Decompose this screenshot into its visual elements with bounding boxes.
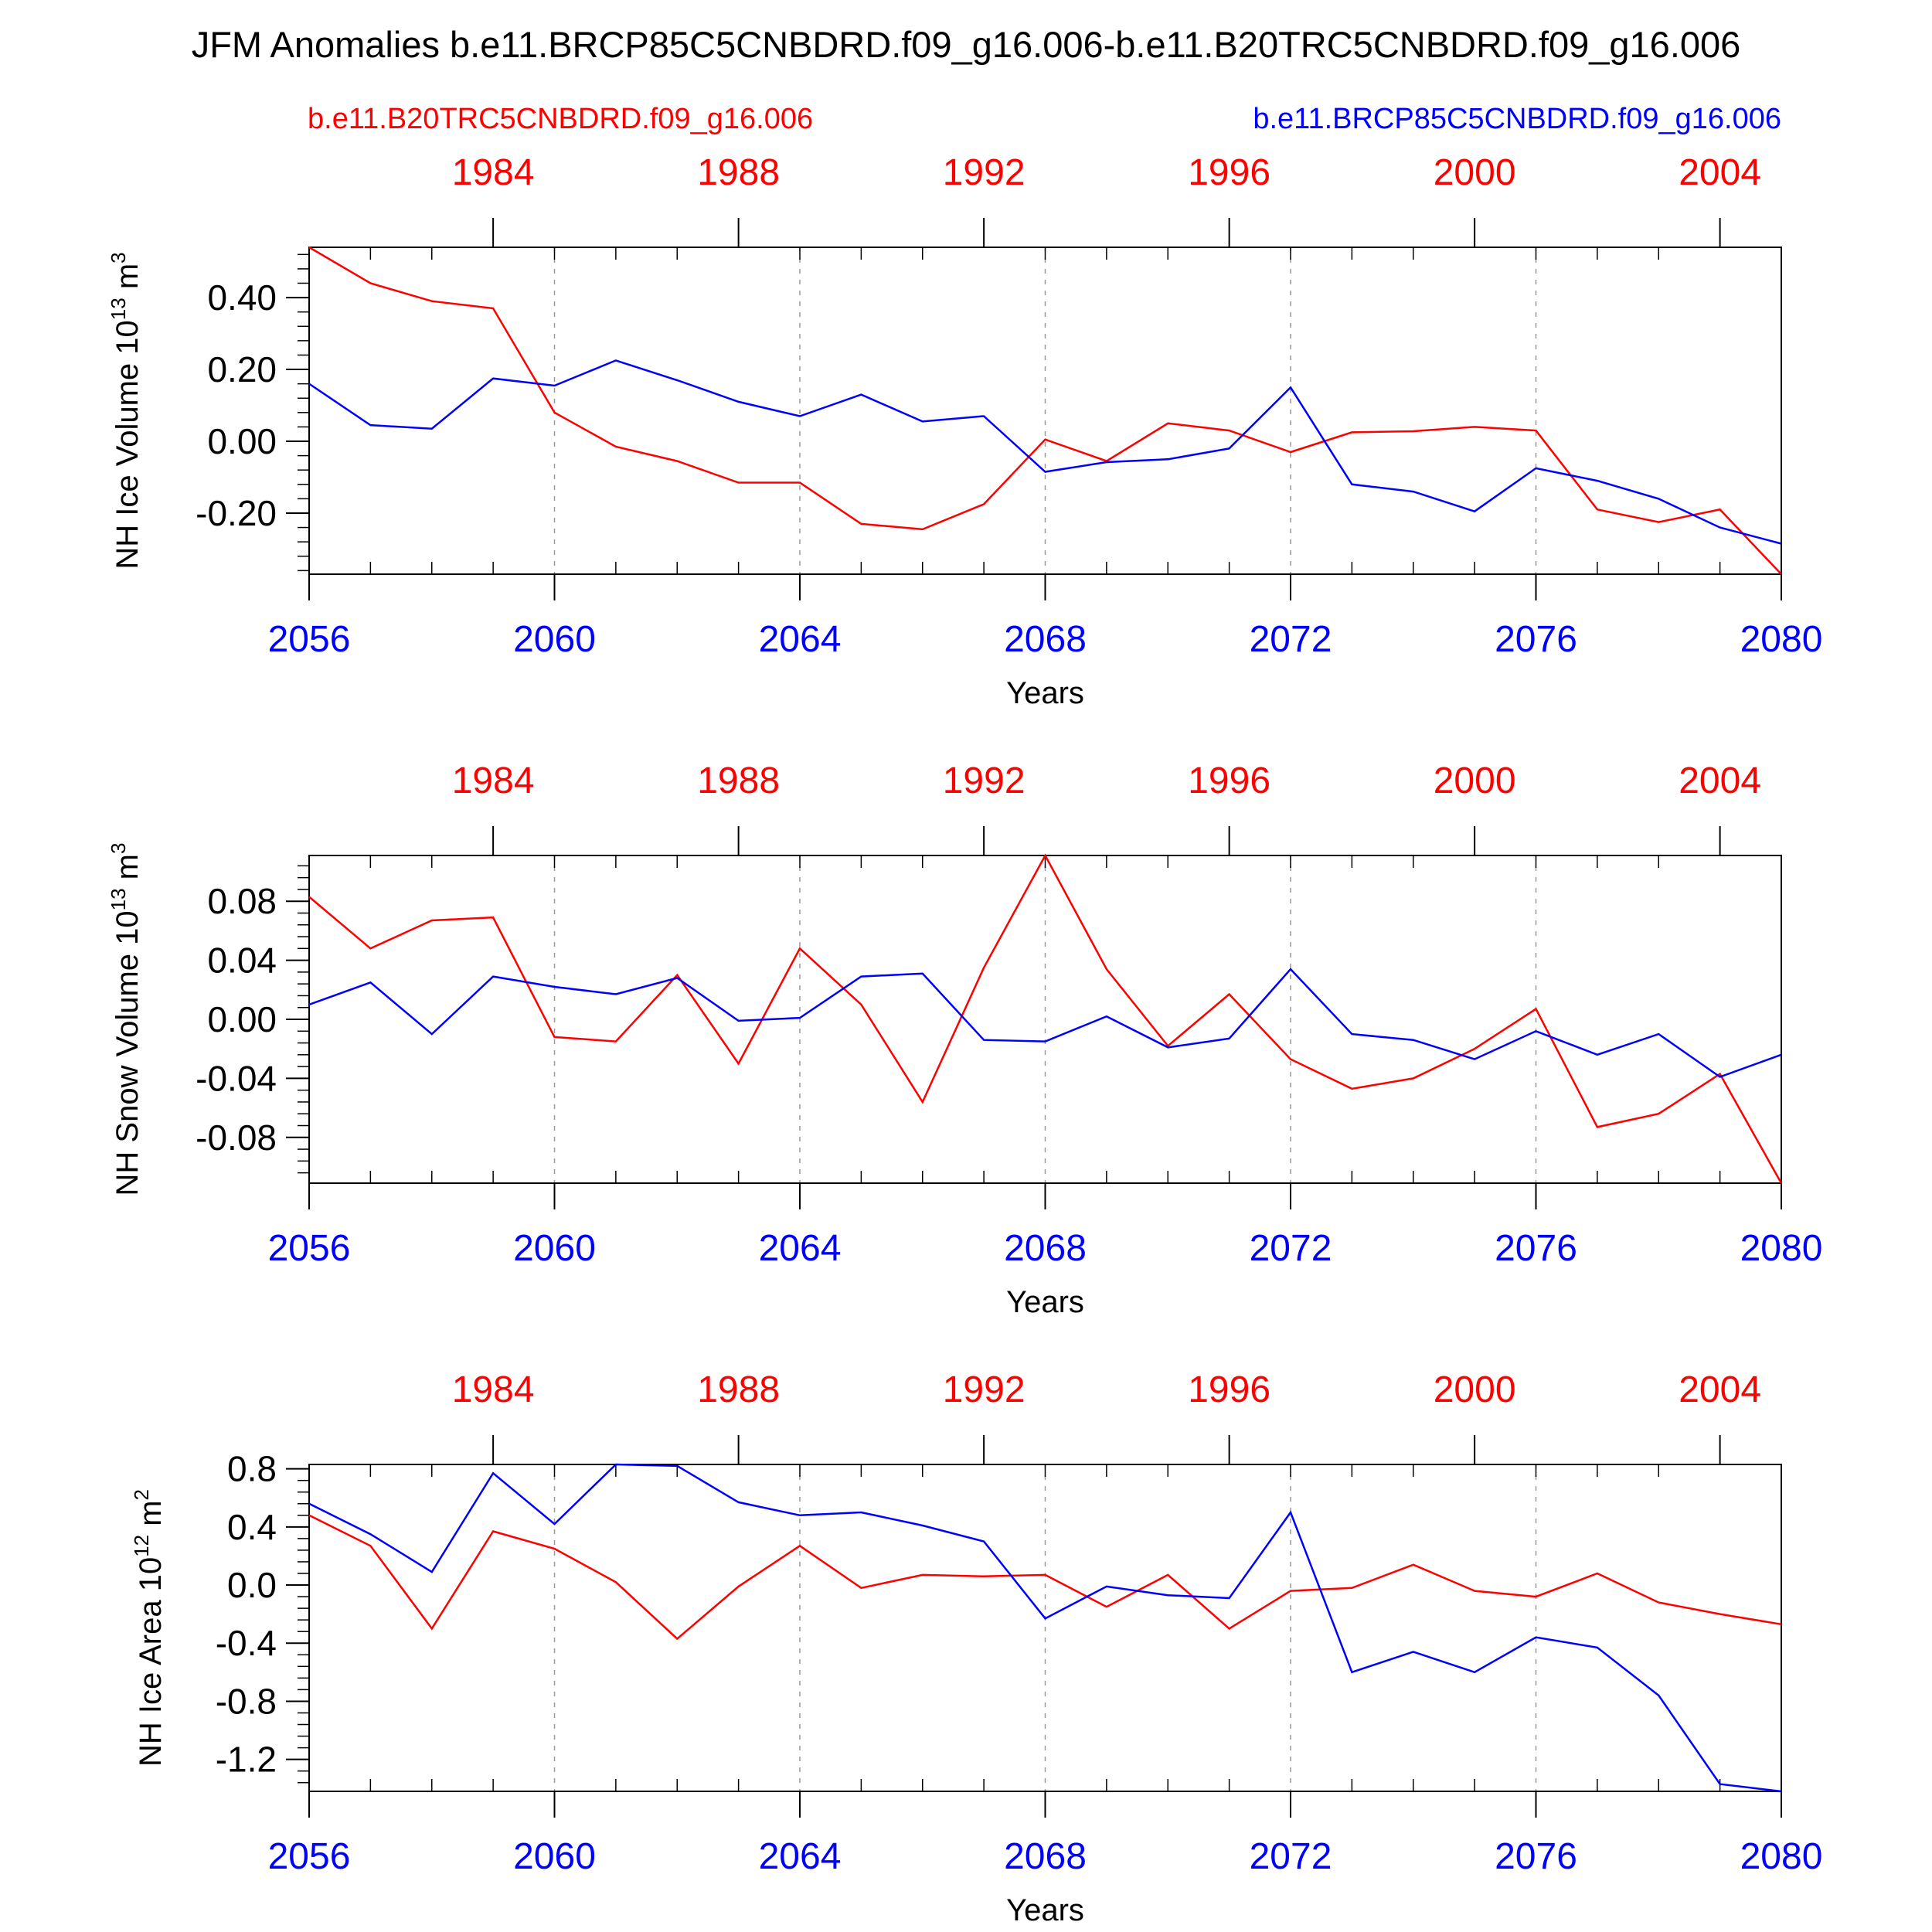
series-line-future — [308, 968, 1782, 1078]
y-tick-label: 0.0 — [227, 1565, 277, 1605]
x-top-tick-label: 2000 — [1434, 760, 1516, 801]
x-top-tick-label: 1996 — [1188, 152, 1270, 193]
y-axis-title: NH Snow Volume 1013 m3 — [107, 843, 145, 1196]
y-tick-label: -0.04 — [196, 1058, 277, 1098]
x-bottom-tick-label: 2076 — [1495, 619, 1577, 660]
y-tick-label: -0.20 — [196, 493, 277, 533]
x-bottom-tick-label: 2068 — [1004, 619, 1087, 660]
x-top-tick-label: 2004 — [1679, 1369, 1761, 1410]
y-axis-title-part: NH Ice Area 10 — [134, 1557, 168, 1767]
y-tick-label: -1.2 — [216, 1740, 277, 1780]
x-top-tick-label: 1996 — [1188, 760, 1270, 801]
x-bottom-tick-label: 2064 — [759, 1836, 842, 1877]
y-axis-title-exponent: 12 — [130, 1535, 153, 1557]
x-bottom-tick-label: 2080 — [1740, 1228, 1823, 1269]
series-line-historical — [308, 853, 1783, 1184]
x-top-tick-label: 1996 — [1188, 1369, 1270, 1410]
x-bottom-tick-label: 2056 — [268, 1836, 351, 1877]
y-axis-title-exponent: 13 — [107, 298, 130, 320]
y-tick-label: 0.00 — [207, 421, 277, 461]
y-axis-title-part: m — [134, 1500, 168, 1534]
x-bottom-tick-label: 2064 — [759, 619, 842, 660]
x-top-tick-label: 2004 — [1679, 760, 1761, 801]
x-top-tick-label: 1984 — [452, 152, 535, 193]
y-axis-title-exponent: 3 — [107, 252, 130, 263]
x-top-tick-label: 1992 — [943, 152, 1026, 193]
figure-title: JFM Anomalies b.e11.BRCP85C5CNBDRD.f09_g… — [192, 24, 1741, 65]
x-bottom-tick-label: 2072 — [1250, 1228, 1332, 1269]
x-bottom-tick-label: 2056 — [268, 1228, 351, 1269]
y-tick-label: 0.40 — [207, 277, 277, 318]
x-top-tick-label: 2000 — [1434, 152, 1516, 193]
x-bottom-tick-label: 2080 — [1740, 1836, 1823, 1877]
x-top-tick-label: 1988 — [697, 1369, 780, 1410]
panel-1: 2056 2060 2064 2068 2072 2076 2080 1984 1988 1992… — [107, 152, 1822, 710]
x-axis-title: Years — [1006, 1893, 1084, 1927]
x-top-tick-label: 1988 — [697, 760, 780, 801]
x-bottom-tick-label: 2080 — [1740, 619, 1823, 660]
x-bottom-tick-label: 2064 — [759, 1228, 842, 1269]
y-axis-title-part: NH Ice Volume 10 — [111, 320, 145, 569]
x-bottom-tick-label: 2072 — [1250, 1836, 1332, 1877]
x-axis-title: Years — [1006, 676, 1084, 710]
x-top-tick-label: 1984 — [452, 760, 535, 801]
y-tick-label: -0.08 — [196, 1117, 277, 1158]
series-line-future — [308, 359, 1782, 545]
x-top-tick-label: 1992 — [943, 1369, 1026, 1410]
x-bottom-tick-label: 2068 — [1004, 1228, 1087, 1269]
y-axis-title-exponent: 13 — [107, 888, 130, 910]
x-bottom-tick-label: 2060 — [513, 1836, 596, 1877]
x-bottom-tick-label: 2076 — [1495, 1228, 1577, 1269]
y-axis-title-exponent: 3 — [107, 843, 130, 854]
y-axis-title: NH Ice Volume 1013 m3 — [107, 252, 145, 569]
x-bottom-tick-label: 2068 — [1004, 1836, 1087, 1877]
x-top-tick-label: 1988 — [697, 152, 780, 193]
y-axis-title: NH Ice Area 1012 m2 — [130, 1489, 168, 1767]
series-line-historical — [308, 1514, 1782, 1641]
x-top-tick-label: 1984 — [452, 1369, 535, 1410]
y-tick-label: 0.4 — [227, 1507, 277, 1547]
y-tick-label: 0.20 — [207, 349, 277, 389]
x-top-tick-label: 1992 — [943, 760, 1026, 801]
y-tick-label: -0.4 — [216, 1623, 277, 1663]
y-axis-title-part: NH Snow Volume 10 — [111, 910, 145, 1196]
x-bottom-tick-label: 2076 — [1495, 1836, 1577, 1877]
x-top-tick-label: 2000 — [1434, 1369, 1516, 1410]
series-line-historical — [308, 246, 1782, 575]
x-bottom-tick-label: 2060 — [513, 1228, 596, 1269]
y-tick-label: 0.04 — [207, 940, 277, 981]
x-bottom-tick-label: 2060 — [513, 619, 596, 660]
x-top-tick-label: 2004 — [1679, 152, 1761, 193]
y-tick-label: -0.8 — [216, 1681, 277, 1721]
series-line-future — [308, 1463, 1782, 1793]
panel-3: 2056 2060 2064 2068 2072 2076 2080 1984 1988 1992… — [130, 1369, 1822, 1927]
y-tick-label: 0.08 — [207, 881, 277, 921]
x-axis-title: Years — [1006, 1285, 1084, 1319]
subtitle-historical: b.e11.B20TRC5CNBDRD.f09_g16.006 — [308, 103, 813, 135]
y-axis-title-part: m — [111, 854, 145, 888]
x-bottom-tick-label: 2056 — [268, 619, 351, 660]
y-axis-title-part: m — [111, 264, 145, 298]
x-bottom-tick-label: 2072 — [1250, 619, 1332, 660]
y-axis-title-exponent: 2 — [130, 1489, 153, 1500]
subtitle-future: b.e11.BRCP85C5CNBDRD.f09_g16.006 — [1253, 103, 1781, 135]
panel-2: 2056 2060 2064 2068 2072 2076 2080 1984 1988 1992… — [107, 760, 1822, 1319]
panels-group: 2056 2060 2064 2068 2072 2076 2080 1984 1988 1992… — [107, 152, 1822, 1927]
y-tick-label: 0.00 — [207, 999, 277, 1039]
y-tick-label: 0.8 — [227, 1449, 277, 1489]
